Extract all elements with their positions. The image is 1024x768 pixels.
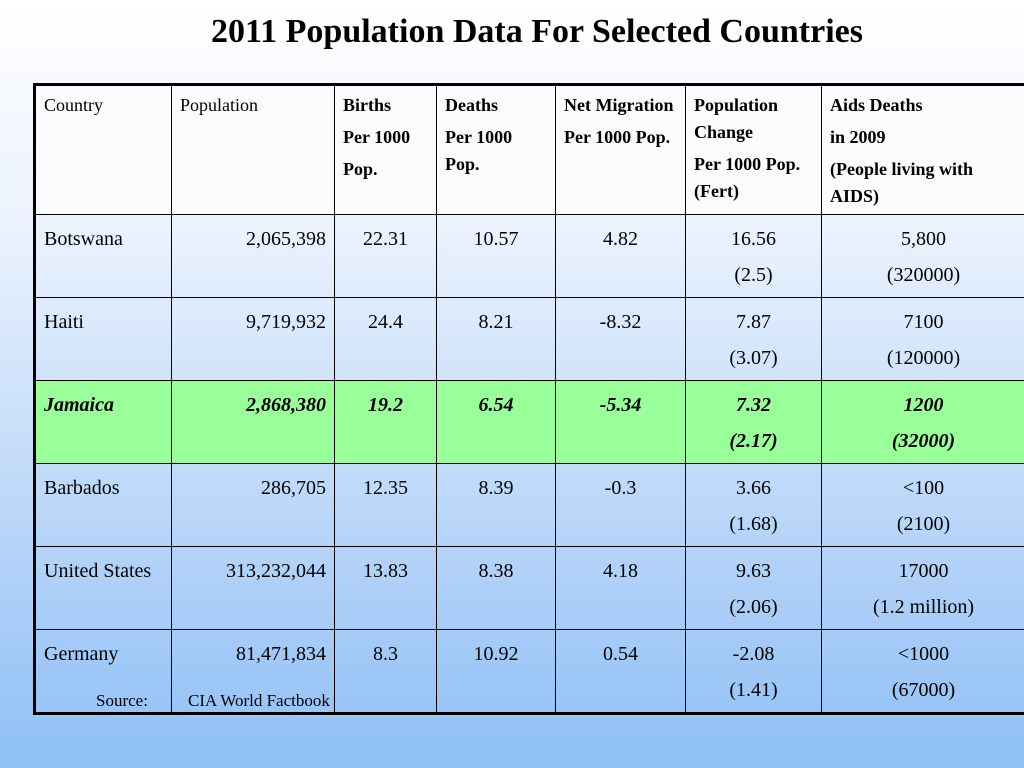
cell-country: Jamaica <box>34 380 172 464</box>
aids-deaths-value: 1200 <box>903 394 944 416</box>
header-net-migration: Net Migration Per 1000 Pop. <box>555 84 686 215</box>
aids-living-value: (32000) <box>891 430 956 452</box>
header-aids-deaths-line: (People living with AIDS) <box>830 159 973 206</box>
pop-change-value: 16.56 <box>731 228 776 250</box>
pop-change-value: -2.08 <box>732 643 775 665</box>
cell-country: Barbados <box>34 463 172 547</box>
header-births-line: Births <box>343 95 392 115</box>
cell-aids: 17000 (1.2 million) <box>821 546 1024 630</box>
header-births-line: Per 1000 <box>343 127 411 147</box>
header-births-line: Pop. <box>343 159 378 179</box>
table-row-barbados: Barbados 286,705 12.35 8.39 -0.3 3.66 (1… <box>34 463 1024 547</box>
pop-change-value: 7.87 <box>736 311 771 333</box>
cell-population-change: 9.63 (2.06) <box>685 546 822 630</box>
aids-deaths-value: 7100 <box>903 311 944 333</box>
header-births: Births Per 1000 Pop. <box>334 84 437 215</box>
fertility-value: (2.06) <box>729 596 778 618</box>
cell-population-change: 3.66 (1.68) <box>685 463 822 547</box>
cell-aids: <100 (2100) <box>821 463 1024 547</box>
slide-title: 2011 Population Data For Selected Countr… <box>211 13 863 50</box>
cell-deaths: 6.54 <box>436 380 556 464</box>
table-row-haiti: Haiti 9,719,932 24.4 8.21 -8.32 7.87 (3.… <box>34 297 1024 381</box>
cell-net-migration: -5.34 <box>555 380 686 464</box>
cell-deaths: 8.39 <box>436 463 556 547</box>
pop-change-value: 3.66 <box>736 477 771 499</box>
aids-deaths-value: 5,800 <box>901 228 946 250</box>
cell-population-change: -2.08 (1.41) <box>685 629 822 714</box>
cell-population: 9,719,932 <box>171 297 335 381</box>
header-row: Country Population Births Per 1000 Pop. … <box>34 84 1024 215</box>
source-note: Source: CIA World Factbook <box>96 690 330 712</box>
cell-population-change: 7.87 (3.07) <box>685 297 822 381</box>
cell-births: 13.83 <box>334 546 437 630</box>
header-population-change-line: Population Change <box>694 95 779 142</box>
cell-aids: 5,800 (320000) <box>821 214 1024 298</box>
header-population-change: Population Change Per 1000 Pop. (Fert) <box>685 84 822 215</box>
cell-net-migration: -0.3 <box>555 463 686 547</box>
cell-net-migration: 4.18 <box>555 546 686 630</box>
source-text: CIA World Factbook <box>188 691 330 710</box>
cell-births: 19.2 <box>334 380 437 464</box>
header-aids-deaths-line: Aids Deaths <box>830 95 923 115</box>
cell-net-migration: -8.32 <box>555 297 686 381</box>
cell-population-change: 16.56 (2.5) <box>685 214 822 298</box>
cell-population: 313,232,044 <box>171 546 335 630</box>
header-aids-deaths-line: in 2009 <box>830 127 886 147</box>
pop-change-value: 7.32 <box>736 394 771 416</box>
cell-births: 24.4 <box>334 297 437 381</box>
cell-population: 2,065,398 <box>171 214 335 298</box>
header-population: Population <box>171 84 335 215</box>
cell-population: 2,868,380 <box>171 380 335 464</box>
cell-country: Haiti <box>34 297 172 381</box>
aids-deaths-value: <100 <box>902 477 945 499</box>
header-country: Country <box>34 84 172 215</box>
cell-deaths: 8.21 <box>436 297 556 381</box>
aids-living-value: (120000) <box>886 347 961 369</box>
table-row-germany: Germany 81,471,834 8.3 10.92 0.54 -2.08 … <box>34 629 1024 714</box>
population-table: Country Population Births Per 1000 Pop. … <box>33 83 1024 715</box>
header-deaths-line: Per 1000 Pop. <box>445 127 513 174</box>
cell-deaths: 10.92 <box>436 629 556 714</box>
aids-deaths-value: 17000 <box>898 560 949 582</box>
aids-deaths-value: <1000 <box>897 643 950 665</box>
table-row-botswana: Botswana 2,065,398 22.31 10.57 4.82 16.5… <box>34 214 1024 298</box>
aids-living-value: (1.2 million) <box>872 596 975 618</box>
cell-net-migration: 0.54 <box>555 629 686 714</box>
table-row-united-states: United States 313,232,044 13.83 8.38 4.1… <box>34 546 1024 630</box>
cell-aids: 1200 (32000) <box>821 380 1024 464</box>
aids-living-value: (2100) <box>896 513 951 535</box>
header-population-line: Population <box>180 95 259 115</box>
cell-country: Germany <box>34 629 172 714</box>
header-net-migration-line: Per 1000 Pop. <box>564 127 671 147</box>
fertility-value: (1.68) <box>729 513 778 535</box>
cell-deaths: 8.38 <box>436 546 556 630</box>
cell-country: United States <box>34 546 172 630</box>
source-label: Source: <box>96 691 148 710</box>
cell-births: 22.31 <box>334 214 437 298</box>
fertility-value: (3.07) <box>729 347 778 369</box>
header-deaths-line: Deaths <box>445 95 498 115</box>
cell-population: 81,471,834 <box>171 629 335 714</box>
aids-living-value: (320000) <box>886 264 961 286</box>
header-net-migration-line: Net Migration <box>564 95 674 115</box>
fertility-value: (2.5) <box>734 264 773 286</box>
pop-change-value: 9.63 <box>736 560 771 582</box>
header-aids-deaths: Aids Deaths in 2009 (People living with … <box>821 84 1024 215</box>
cell-population: 286,705 <box>171 463 335 547</box>
cell-aids: <1000 (67000) <box>821 629 1024 714</box>
cell-country: Botswana <box>34 214 172 298</box>
fertility-value: (1.41) <box>729 679 778 701</box>
cell-births: 12.35 <box>334 463 437 547</box>
table-row-jamaica: Jamaica 2,868,380 19.2 6.54 -5.34 7.32 (… <box>34 380 1024 464</box>
cell-deaths: 10.57 <box>436 214 556 298</box>
aids-living-value: (67000) <box>891 679 956 701</box>
cell-net-migration: 4.82 <box>555 214 686 298</box>
header-population-change-line: Per 1000 Pop. (Fert) <box>694 154 801 201</box>
header-country-line: Country <box>44 95 104 115</box>
cell-aids: 7100 (120000) <box>821 297 1024 381</box>
cell-population-change: 7.32 (2.17) <box>685 380 822 464</box>
cell-births: 8.3 <box>334 629 437 714</box>
fertility-value: (2.17) <box>729 430 778 452</box>
header-deaths: Deaths Per 1000 Pop. <box>436 84 556 215</box>
